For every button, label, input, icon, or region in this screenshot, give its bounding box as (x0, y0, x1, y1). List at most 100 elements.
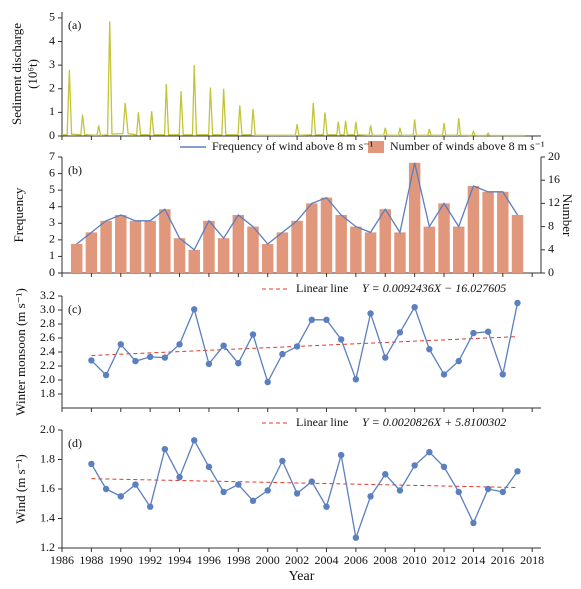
bar (482, 191, 494, 273)
data-point (88, 460, 95, 468)
data-point (176, 474, 183, 481)
y-tick-label: 2 (49, 81, 55, 95)
data-point (484, 328, 492, 335)
y-tick-label: 4 (49, 198, 55, 212)
y-tick-label: 2.0 (40, 372, 55, 386)
data-point (499, 488, 506, 496)
data-point (411, 304, 418, 311)
data-point (440, 371, 448, 378)
data-point (235, 360, 242, 367)
y2-tick-label: 12 (548, 195, 560, 209)
y-tick-label: 2.2 (40, 358, 55, 372)
x-tick-label: 1998 (226, 553, 250, 567)
x-tick-label: 2002 (285, 553, 309, 567)
x-tick-label: 2018 (520, 553, 544, 567)
bar (291, 220, 303, 273)
bar (306, 203, 318, 273)
bar (70, 244, 83, 273)
data-point (352, 376, 360, 383)
x-tick-label: 2010 (403, 553, 427, 567)
data-point (205, 360, 213, 368)
data-point (146, 353, 154, 361)
data-point (176, 341, 183, 348)
bar (276, 232, 289, 273)
data-point (411, 462, 418, 469)
y2-tick-label: 20 (548, 149, 560, 163)
bar (320, 197, 333, 273)
data-point (308, 478, 315, 485)
y-axis-label: Sediment discharge (9, 23, 24, 125)
x-tick-label: 2008 (373, 553, 397, 567)
data-point (367, 310, 374, 317)
data-point (279, 457, 286, 465)
y-tick-label: 0 (49, 265, 55, 279)
legend-label: Linear line (296, 281, 348, 295)
bar (232, 215, 245, 273)
bar (188, 249, 200, 273)
bar (144, 220, 156, 273)
panel-label: (b) (68, 163, 82, 177)
y-tick-label: 1 (49, 104, 55, 118)
bar (159, 209, 171, 273)
data-point (146, 503, 154, 510)
bar (438, 203, 450, 273)
y-axis-label: Winter monsoon (m s⁻¹) (13, 288, 28, 416)
data-point (382, 471, 389, 478)
data-point (426, 346, 433, 353)
data-point (470, 519, 477, 527)
bar (452, 226, 465, 273)
y-tick-label: 1.6 (40, 481, 55, 495)
y-tick-label: 4 (49, 33, 55, 47)
data-point (308, 316, 315, 323)
trend-line (91, 478, 518, 489)
panel-label: (c) (68, 302, 81, 316)
data-point (293, 343, 301, 350)
y-tick-label: 2.0 (40, 422, 55, 436)
data-point (455, 357, 462, 365)
data-point (161, 445, 169, 453)
data-point (514, 468, 521, 475)
x-tick-label: 1992 (138, 553, 162, 567)
data-point (249, 497, 257, 504)
data-point (470, 329, 477, 337)
bar (247, 226, 259, 273)
data-line (76, 162, 519, 251)
data-point (396, 329, 404, 336)
data-point (323, 316, 330, 323)
x-tick-label: 2012 (432, 553, 456, 567)
bar (394, 232, 406, 273)
data-point (499, 371, 506, 378)
y-tick-label: 1 (49, 248, 55, 262)
y-tick-label: 1.4 (40, 510, 55, 524)
y-tick-label: 3.0 (40, 302, 55, 316)
bar (423, 226, 436, 273)
trend-equation: Y = 0.0020826X + 5.8100302 (362, 415, 506, 429)
data-point (132, 357, 139, 365)
y-tick-label: 6 (49, 165, 55, 179)
data-point (352, 534, 360, 541)
y-tick-label: 1.8 (40, 451, 55, 465)
y-tick-label: 2.8 (40, 316, 55, 330)
x-tick-label: 2000 (256, 553, 280, 567)
data-point (426, 448, 433, 456)
y-tick-label: 5 (49, 182, 55, 196)
bar (129, 220, 142, 273)
bar (100, 220, 112, 273)
data-point (235, 481, 242, 488)
data-point (440, 463, 448, 471)
x-tick-label: 1994 (168, 553, 192, 567)
y-tick-label: 2.6 (40, 330, 55, 344)
data-point (249, 331, 257, 338)
bar (261, 244, 274, 273)
data-point (132, 481, 139, 488)
x-tick-label: 2004 (314, 553, 338, 567)
data-point (220, 488, 227, 496)
legend-label: Number of winds above 8 m s⁻¹ (390, 139, 545, 153)
data-point (264, 487, 271, 494)
data-point (367, 493, 374, 500)
panel-label: (d) (68, 436, 82, 450)
bar (379, 209, 391, 273)
data-point (323, 503, 330, 510)
data-point (102, 371, 110, 379)
